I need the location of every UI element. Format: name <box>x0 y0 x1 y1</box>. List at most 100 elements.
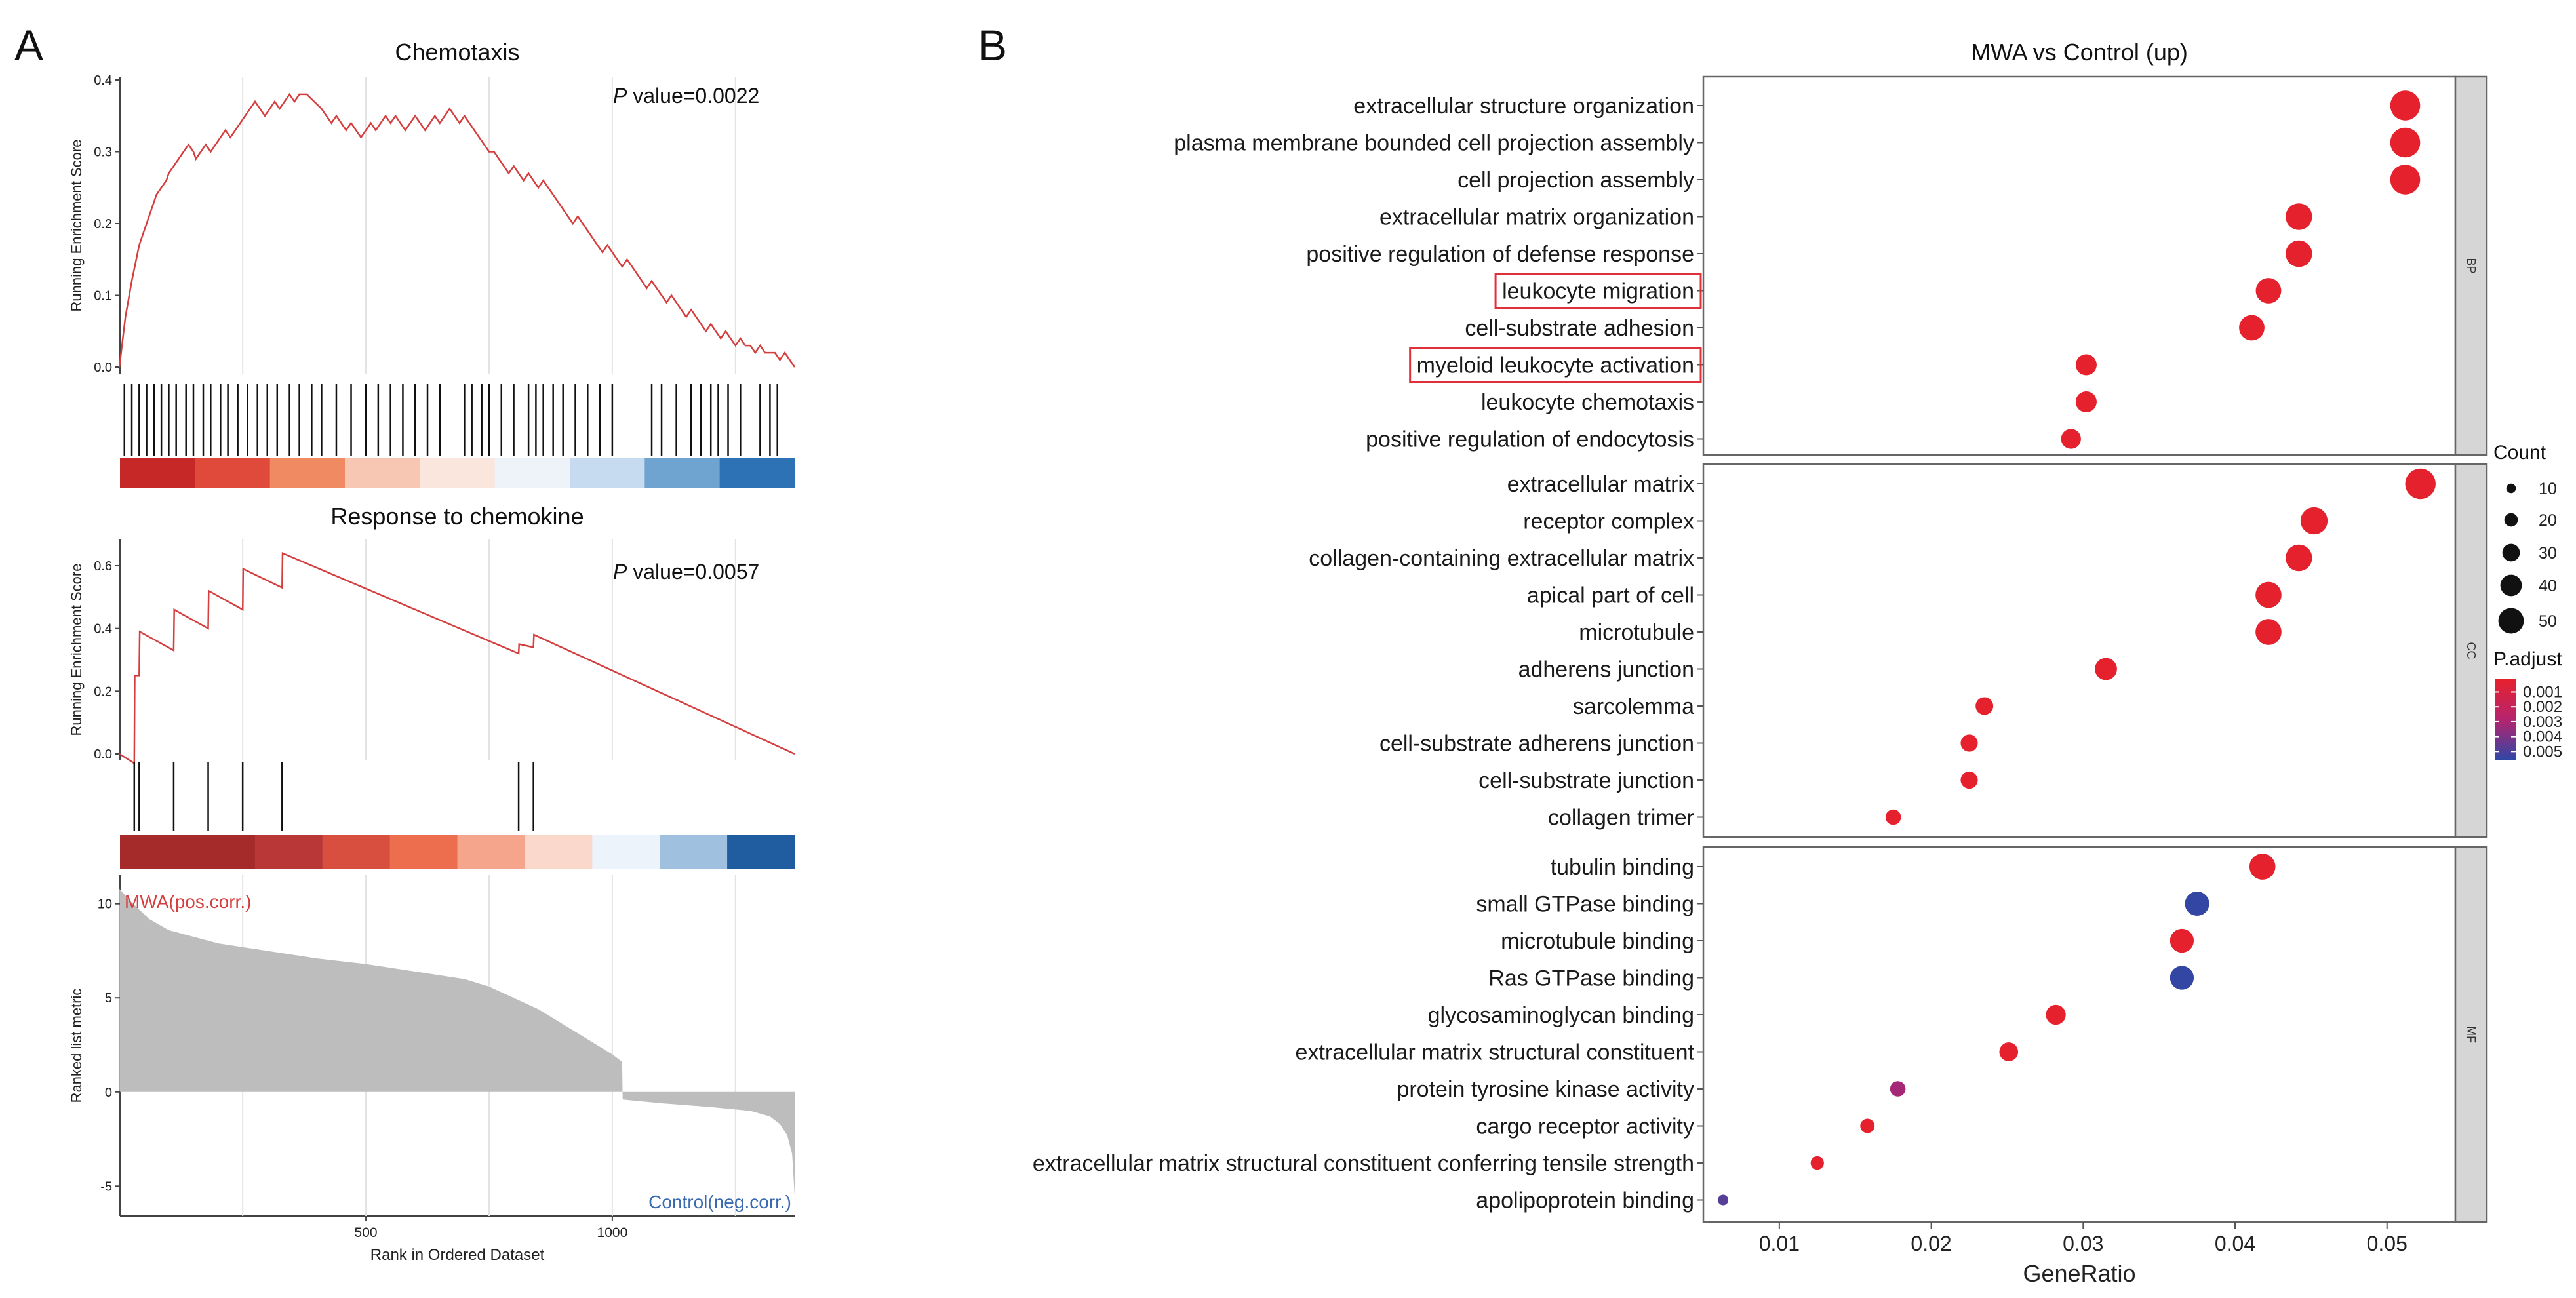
y-tick-label: 0.1 <box>94 289 112 304</box>
ranking-color-segment <box>389 835 458 869</box>
enrichment-score-line <box>118 92 796 368</box>
facet-panel-border <box>1702 846 2457 1223</box>
y-tick-label: 0.6 <box>94 559 112 574</box>
y-tick-label: 0.4 <box>94 622 112 637</box>
count-legend-label: 10 <box>2539 480 2557 498</box>
padjust-colorbar <box>2495 678 2516 760</box>
count-legend-label: 50 <box>2539 612 2557 631</box>
y-tick-label: 0.4 <box>94 73 112 88</box>
term-label: apolipoprotein binding <box>1476 1189 1694 1213</box>
term-label: leukocyte migration <box>1502 279 1694 304</box>
term-label: positive regulation of defense response <box>1306 242 1694 267</box>
term-label: extracellular matrix structural constitu… <box>1033 1151 1694 1176</box>
padjust-tick-label: 0.001 <box>2523 683 2562 701</box>
y-tick-label: 0.3 <box>94 146 112 160</box>
ranking-color-segment <box>120 835 188 869</box>
y-tick-label: 0.0 <box>94 361 112 375</box>
term-label: cell-substrate adherens junction <box>1379 732 1694 757</box>
term-label: extracellular matrix structural constitu… <box>1296 1040 1695 1065</box>
count-legend-dot <box>2504 513 2518 527</box>
x-tick-label: 500 <box>355 1225 378 1240</box>
x-tick-label: 0.05 <box>2367 1232 2408 1255</box>
ranking-color-segment <box>592 835 661 869</box>
dot-protein-tyrosine-kinase-activity <box>1890 1081 1906 1097</box>
ranking-color-segment <box>420 458 496 488</box>
p-value-annotation: P value=0.0057 <box>613 560 759 583</box>
term-label: microtubule <box>1579 620 1694 645</box>
p-value-text: value=0.0057 <box>627 560 759 583</box>
p-italic: P <box>613 84 627 108</box>
facet-strip <box>2454 75 2488 456</box>
ranking-color-segment <box>269 458 346 488</box>
y-axis-label: Running Enrichment Score <box>68 140 85 312</box>
y-axis-label: Running Enrichment Score <box>68 564 85 736</box>
dot-positive-regulation-of-defense-response <box>2286 240 2312 267</box>
padjust-tick-label: 0.004 <box>2523 728 2562 746</box>
count-legend-label: 20 <box>2539 511 2557 530</box>
dot-extracellular-matrix-structural-constituent-conferring-tensile-strength <box>1810 1156 1824 1170</box>
count-legend-dot <box>2498 608 2524 634</box>
count-legend: Count 10 20 30 40 50 <box>2493 442 2557 634</box>
term-label: collagen-containing extracellular matrix <box>1309 546 1694 571</box>
term-label: cargo receptor activity <box>1476 1114 1694 1139</box>
pos-corr-label: MWA(pos.corr.) <box>125 892 251 912</box>
y-tick-label: 0.0 <box>94 747 112 762</box>
dot-receptor-complex <box>2300 507 2328 535</box>
term-label: receptor complex <box>1523 509 1694 534</box>
ranked-metric-area <box>119 888 795 1196</box>
term-label: apical part of cell <box>1527 583 1694 608</box>
facet-bp: BP extracellular structure organization pl… <box>1174 75 2488 456</box>
dot-collagen-containing-extracellular-matrix <box>2286 544 2312 572</box>
dotplot-title: MWA vs Control (up) <box>1971 39 2188 66</box>
term-label: glycosaminoglycan binding <box>1428 1003 1694 1028</box>
ranking-color-segment <box>457 835 526 869</box>
dot-cell-substrate-adherens-junction <box>1960 734 1978 752</box>
y-tick-label: 0.2 <box>94 217 112 231</box>
ranking-color-segment <box>322 835 391 869</box>
x-axis-label: Rank in Ordered Dataset <box>370 1246 545 1264</box>
padjust-tick-label: 0.005 <box>2523 743 2562 760</box>
padjust-legend-title: P.adjust <box>2493 648 2562 670</box>
ranking-color-segment <box>195 458 271 488</box>
ranking-color-segment <box>187 835 256 869</box>
highlight-box <box>1494 273 1702 309</box>
dot-apolipoprotein-binding <box>1718 1194 1729 1206</box>
dot-extracellular-matrix-structural-constituent <box>1999 1042 2019 1061</box>
dot-tubulin-binding <box>2249 854 2276 880</box>
term-label: cell projection assembly <box>1457 168 1694 193</box>
gsea-plot-1: Response to chemokine 0.0 0.2 0.4 0.6 Running… <box>68 503 795 869</box>
dot-glycosaminoglycan-binding <box>2046 1004 2066 1025</box>
dot-ras-gtpase-binding <box>2170 966 2194 990</box>
padjust-tick-label: 0.003 <box>2523 713 2562 731</box>
term-label: sarcolemma <box>1573 694 1694 719</box>
count-legend-title: Count <box>2493 442 2546 463</box>
dot-microtubule-binding <box>2170 928 2194 953</box>
p-value-annotation: P value=0.0022 <box>613 84 759 108</box>
term-label: microtubule binding <box>1501 929 1694 954</box>
term-label: cell-substrate junction <box>1478 768 1694 793</box>
count-legend-label: 30 <box>2539 544 2557 562</box>
x-tick-label: 1000 <box>597 1225 628 1240</box>
term-label: cell-substrate adhesion <box>1465 316 1694 341</box>
ranking-color-segment <box>660 835 728 869</box>
dot-microtubule <box>2255 619 2282 645</box>
dot-collagen-trimer <box>1885 809 1901 825</box>
term-label: myeloid leukocyte activation <box>1417 353 1694 378</box>
ranking-color-segment <box>719 458 795 488</box>
term-label: extracellular structure organization <box>1353 94 1694 119</box>
term-label: plasma membrane bounded cell projection … <box>1174 131 1694 156</box>
count-legend-dot <box>2502 543 2520 562</box>
panel-a-label: A <box>14 21 43 69</box>
term-label: small GTPase binding <box>1476 892 1694 917</box>
padjust-tick-label: 0.002 <box>2523 698 2562 716</box>
y-tick-label: 5 <box>105 991 112 1006</box>
highlight-box <box>1409 347 1702 383</box>
term-label: positive regulation of endocytosis <box>1366 427 1694 452</box>
gsea-title: Chemotaxis <box>395 39 519 66</box>
facet-panel-border <box>1702 463 2457 838</box>
facet-strip <box>2454 846 2488 1223</box>
dot-leukocyte-chemotaxis <box>2075 391 2097 413</box>
dot-sarcolemma <box>1975 697 1994 715</box>
dot-extracellular-structure-organization <box>2390 90 2421 121</box>
